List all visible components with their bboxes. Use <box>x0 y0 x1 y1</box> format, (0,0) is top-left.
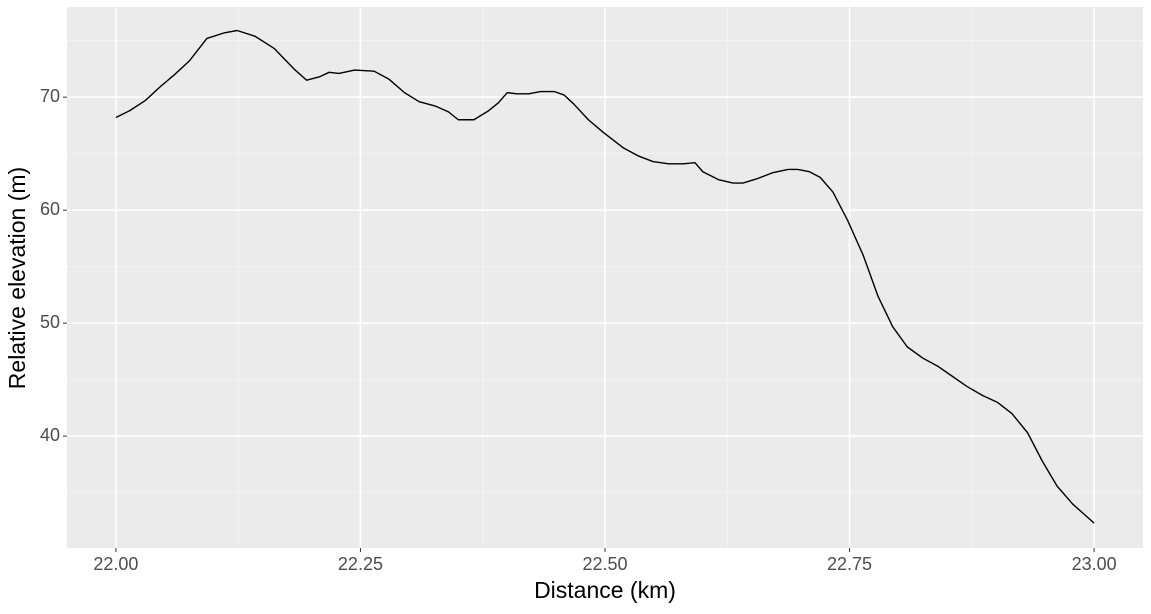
x-tick-label: 22.50 <box>582 554 627 574</box>
y-tick-label: 50 <box>40 312 60 332</box>
x-tick-label: 22.25 <box>338 554 383 574</box>
y-axis-title: Relative elevation (m) <box>4 167 30 389</box>
x-tick-label: 22.00 <box>93 554 138 574</box>
y-tick-label: 70 <box>40 86 60 106</box>
x-tick-label: 22.75 <box>827 554 872 574</box>
x-tick-label: 23.00 <box>1072 554 1117 574</box>
y-tick-label: 40 <box>40 425 60 445</box>
x-axis-title: Distance (km) <box>534 577 676 603</box>
line <box>115 29 1095 524</box>
y-tick-label: 60 <box>40 199 60 219</box>
